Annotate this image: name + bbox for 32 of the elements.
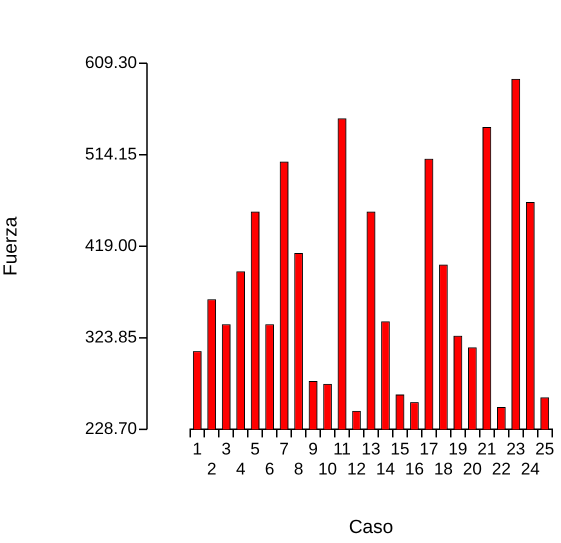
x-axis-title: Caso	[348, 516, 394, 538]
x-tick-label: 7	[279, 439, 289, 458]
x-tick-label: 17	[419, 439, 438, 458]
x-tick-label: 5	[250, 439, 260, 458]
y-tick-label: 609.30	[85, 52, 137, 72]
x-tick-label: 18	[434, 460, 453, 479]
x-tick-label: 14	[376, 460, 395, 479]
x-tick-label: 21	[477, 439, 496, 458]
x-tick-label: 6	[264, 460, 274, 479]
x-tick-label: 25	[535, 439, 554, 458]
y-tick-label: 228.70	[85, 419, 137, 438]
x-tick-label: 10	[318, 460, 338, 479]
x-tick-label: 8	[294, 460, 304, 479]
x-tick-label: 4	[236, 460, 246, 479]
x-tick-label: 16	[404, 460, 424, 479]
x-tick-label: 3	[221, 439, 231, 458]
x-tick-label: 23	[506, 439, 526, 458]
x-tick-label: 2	[206, 460, 216, 479]
x-tick-label: 20	[462, 460, 482, 479]
x-tick-label: 13	[362, 439, 380, 458]
x-tick-label: 19	[448, 439, 468, 458]
x-tick-label: 15	[390, 439, 410, 458]
x-tick-label: 11	[333, 439, 351, 458]
y-tick-label: 323.85	[85, 328, 137, 347]
x-tick-label: 24	[520, 460, 540, 479]
y-tick-label: 514.15	[85, 144, 137, 164]
x-tick-label: 12	[347, 460, 366, 479]
x-tick-label: 22	[492, 460, 511, 479]
x-tick-label: 9	[308, 439, 318, 458]
x-tick-label: 1	[192, 439, 202, 458]
y-tick-label: 419.00	[85, 236, 137, 255]
y-axis-title: Fuerza	[0, 216, 22, 276]
